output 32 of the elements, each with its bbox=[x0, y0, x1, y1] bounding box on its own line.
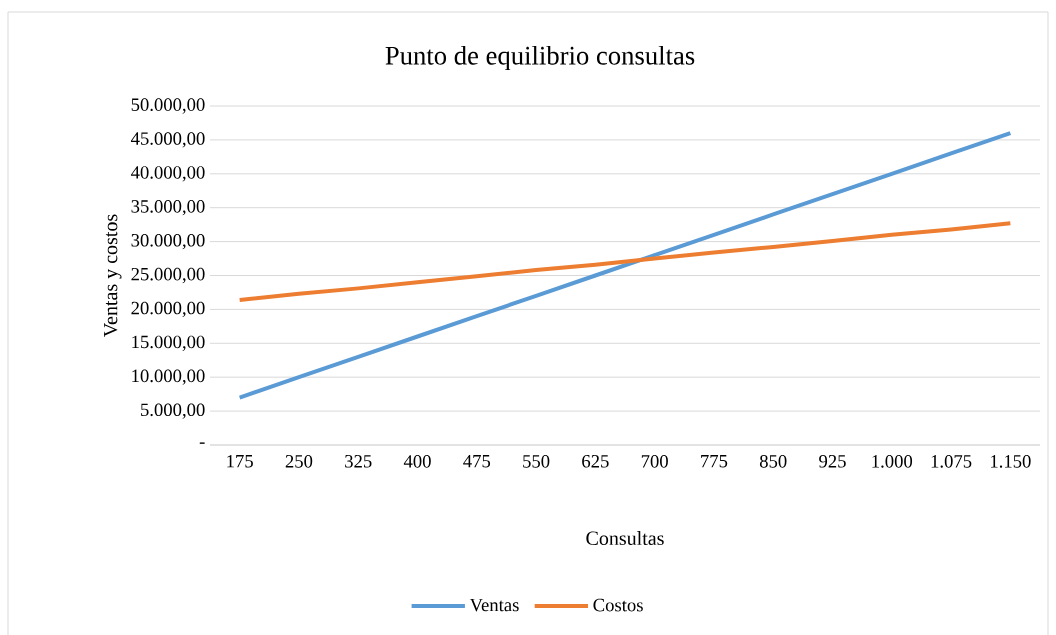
y-tick-label: 25.000,00 bbox=[131, 267, 205, 284]
x-tick-label: 1.150 bbox=[990, 455, 1031, 468]
x-tick-label: 250 bbox=[285, 455, 313, 468]
y-tick-label: 45.000,00 bbox=[130, 132, 205, 148]
x-tick-label: 625 bbox=[582, 455, 609, 468]
x-tick-label: 850 bbox=[759, 455, 787, 468]
legend-label: Costos bbox=[593, 598, 643, 612]
x-tick-label: 325 bbox=[345, 455, 372, 468]
y-tick-label: 35.000,00 bbox=[131, 200, 205, 216]
x-tick-label: 475 bbox=[463, 455, 491, 468]
y-tick-label: 30.000,00 bbox=[131, 233, 205, 250]
x-tick-label: 925 bbox=[819, 455, 846, 468]
x-tick-label: 1.000 bbox=[872, 455, 913, 468]
y-tick-label: 20.000,00 bbox=[131, 301, 205, 318]
y-axis-title: Ventas y costos bbox=[104, 214, 122, 337]
y-tick-label: 5.000,00 bbox=[141, 403, 205, 419]
x-tick-label: 775 bbox=[701, 455, 728, 468]
legend-label: Ventas bbox=[469, 598, 519, 612]
y-tick-label: 10.000,00 bbox=[132, 369, 205, 385]
x-tick-label: 400 bbox=[403, 455, 431, 468]
x-tick-label: 1.075 bbox=[931, 455, 972, 468]
x-tick-label: 550 bbox=[523, 455, 550, 468]
x-tick-label: 175 bbox=[227, 455, 253, 468]
y-tick-label: 40.000,00 bbox=[130, 166, 205, 182]
y-tick-label: 50.000,00 bbox=[131, 98, 205, 114]
x-tick-label: 700 bbox=[641, 455, 668, 468]
line-series bbox=[237, 221, 1013, 302]
x-axis-title: Consultas bbox=[586, 530, 664, 546]
line-series bbox=[237, 131, 1013, 400]
y-tick-label: 15.000,00 bbox=[132, 335, 205, 351]
chart-title: Punto de equilibrio consultas bbox=[385, 45, 695, 71]
y-tick-label: - bbox=[199, 442, 205, 444]
